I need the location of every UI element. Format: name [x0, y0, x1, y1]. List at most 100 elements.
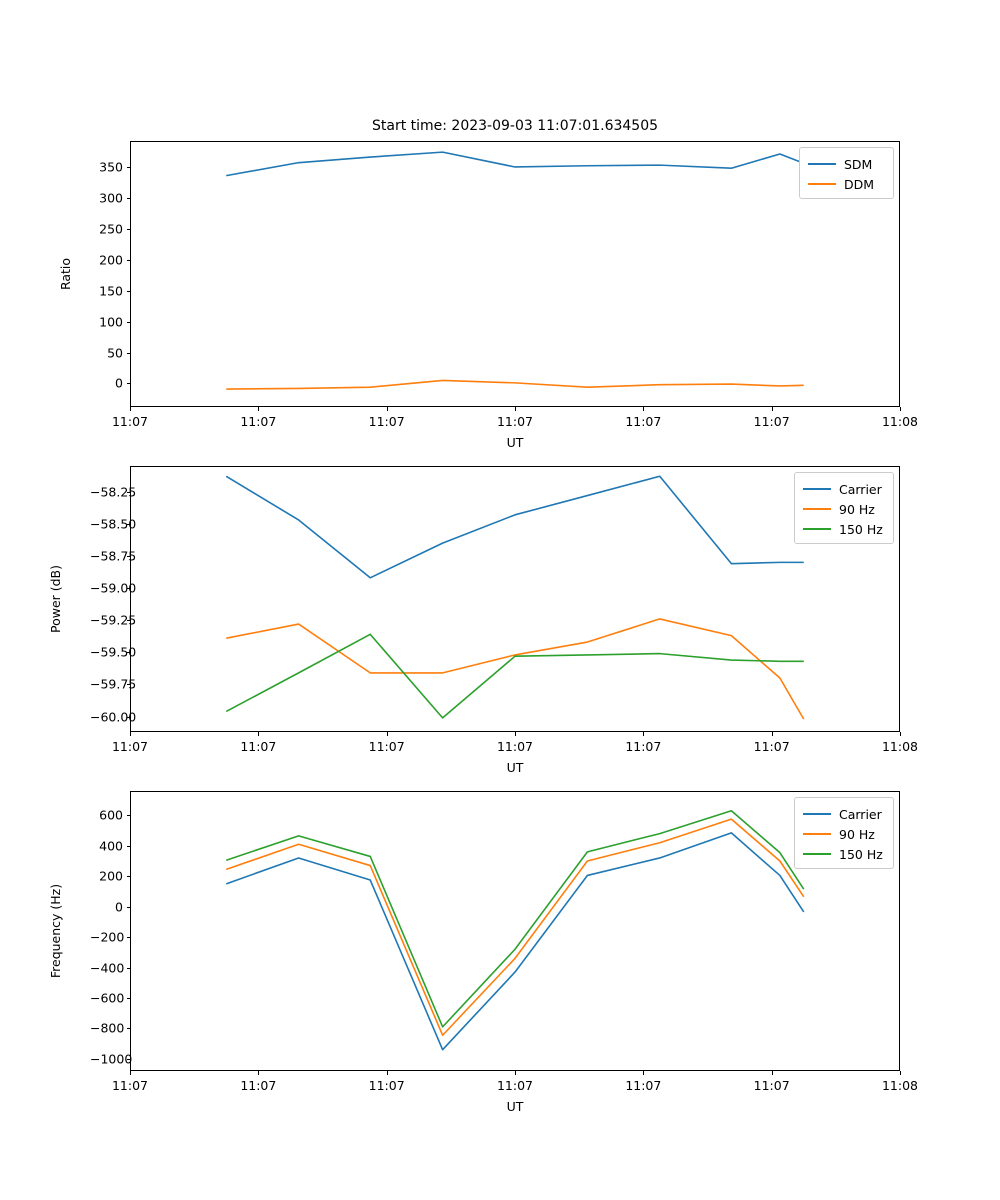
- legend-item[interactable]: Carrier: [803, 804, 885, 824]
- legend-item[interactable]: 150 Hz: [803, 844, 885, 864]
- y-tick-label: 250: [99, 221, 123, 237]
- x-tick-label: 11:07: [496, 739, 534, 754]
- y-tick-label: 150: [99, 283, 123, 299]
- legend-label: SDM: [844, 156, 873, 172]
- y-tick-mark: [126, 555, 130, 557]
- y-tick-mark: [126, 845, 130, 847]
- legend-item[interactable]: Carrier: [803, 479, 885, 499]
- y-tick-mark: [126, 815, 130, 817]
- x-tick-label: 11:07: [625, 1078, 662, 1093]
- y-tick-mark: [126, 937, 130, 939]
- y-tick-label: 200: [99, 868, 123, 884]
- legend-label: Carrier: [839, 806, 882, 822]
- y-tick-mark: [126, 290, 130, 292]
- x-tick-label: 11:08: [881, 414, 919, 429]
- y-tick-mark: [126, 588, 130, 590]
- x-tick-mark: [130, 407, 131, 411]
- y-tick-mark: [126, 259, 130, 261]
- x-tick-mark: [515, 407, 516, 411]
- series-line-150-hz: [225, 633, 804, 719]
- figure-title: Start time: 2023-09-03 11:07:01.634505: [371, 118, 659, 134]
- plot-area-3: [130, 791, 900, 1071]
- y-tick-label: −800: [90, 1020, 125, 1036]
- y-tick-mark: [126, 906, 130, 908]
- legend-2[interactable]: Carrier 90 Hz 150 Hz: [794, 472, 894, 544]
- x-tick-label: 11:07: [111, 739, 149, 754]
- y-tick-mark: [126, 876, 130, 878]
- x-tick-mark: [900, 1071, 901, 1075]
- y-tick-mark: [126, 228, 130, 230]
- plot-area-1: [130, 141, 900, 407]
- legend-label: 90 Hz: [839, 501, 875, 517]
- y-tick-label: 350: [99, 159, 123, 175]
- y-tick-label: 0: [115, 899, 123, 915]
- y-tick-label: 200: [99, 252, 123, 268]
- y-tick-mark: [126, 352, 130, 354]
- legend-label: 150 Hz: [839, 521, 883, 537]
- series-line-carrier: [225, 475, 804, 579]
- series-line-90-hz: [226, 618, 805, 720]
- y-tick-mark: [126, 383, 130, 385]
- x-tick-label: 11:07: [625, 739, 662, 754]
- series-line-ddm: [226, 379, 804, 390]
- x-tick-mark: [386, 1071, 388, 1075]
- x-tick-label: 11:07: [753, 414, 790, 429]
- x-axis-label: UT: [506, 1099, 524, 1114]
- x-tick-mark: [258, 732, 260, 736]
- series-line-90-hz: [225, 818, 805, 1037]
- legend-item[interactable]: DDM: [808, 174, 885, 194]
- y-tick-label: −600: [90, 990, 125, 1006]
- x-tick-label: 11:07: [111, 1078, 149, 1093]
- y-tick-mark: [126, 523, 130, 525]
- y-tick-label: −400: [90, 960, 125, 976]
- y-tick-label: 50: [107, 345, 123, 361]
- x-tick-mark: [771, 1071, 773, 1075]
- legend-label: 90 Hz: [839, 826, 875, 842]
- legend-3[interactable]: Carrier 90 Hz 150 Hz: [794, 797, 894, 869]
- legend-swatch-icon: [803, 488, 831, 490]
- y-tick-mark: [126, 620, 130, 622]
- y-tick-mark: [126, 652, 130, 654]
- x-tick-mark: [643, 732, 645, 736]
- legend-swatch-icon: [803, 813, 831, 815]
- legend-label: 150 Hz: [839, 846, 883, 862]
- legend-1[interactable]: SDM DDM: [799, 147, 894, 199]
- y-tick-label: 300: [99, 190, 123, 206]
- series-line-sdm: [226, 151, 805, 177]
- x-tick-mark: [643, 407, 645, 411]
- x-tick-mark: [258, 1071, 260, 1075]
- y-tick-mark: [126, 321, 130, 323]
- legend-item[interactable]: 90 Hz: [803, 499, 885, 519]
- y-tick-mark: [126, 684, 130, 686]
- x-tick-label: 11:07: [368, 739, 405, 754]
- legend-item[interactable]: 150 Hz: [803, 519, 885, 539]
- x-tick-label: 11:07: [496, 1078, 534, 1093]
- x-tick-mark: [130, 1071, 131, 1075]
- x-tick-label: 11:08: [881, 1078, 919, 1093]
- plot-area-2: [130, 466, 900, 732]
- y-tick-mark: [126, 716, 130, 718]
- x-tick-label: 11:07: [240, 414, 277, 429]
- x-tick-label: 11:07: [496, 414, 534, 429]
- x-tick-mark: [130, 732, 131, 736]
- x-axis-label: UT: [506, 760, 524, 775]
- x-tick-mark: [900, 407, 901, 411]
- x-tick-mark: [386, 732, 388, 736]
- y-tick-label: 0: [115, 375, 123, 391]
- legend-item[interactable]: SDM: [808, 154, 885, 174]
- x-tick-mark: [258, 407, 260, 411]
- y-tick-mark: [126, 967, 130, 969]
- x-tick-label: 11:07: [111, 414, 149, 429]
- y-tick-label: −1000: [90, 1051, 133, 1067]
- y-tick-mark: [126, 1028, 130, 1030]
- x-tick-label: 11:07: [240, 739, 277, 754]
- legend-item[interactable]: 90 Hz: [803, 824, 885, 844]
- x-tick-mark: [771, 407, 773, 411]
- x-tick-mark: [386, 407, 388, 411]
